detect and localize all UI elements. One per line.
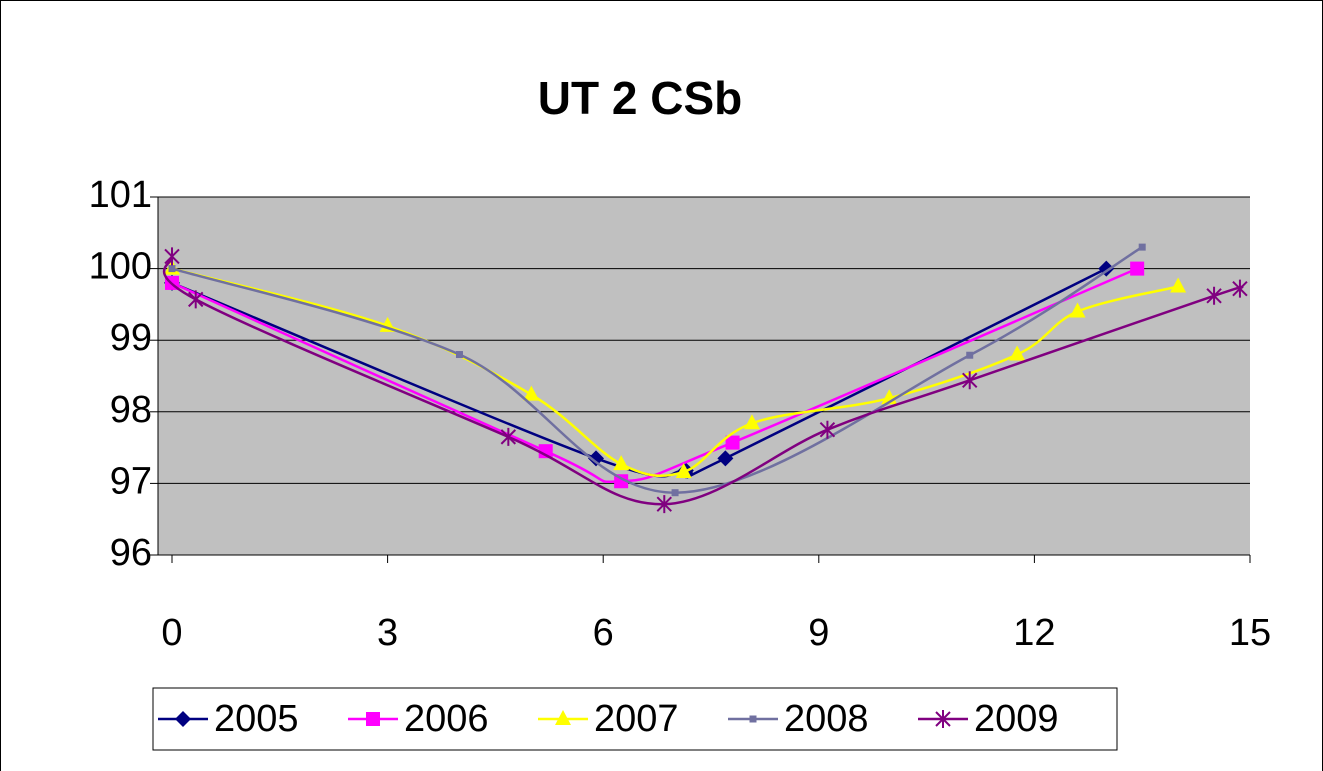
legend-marker bbox=[749, 715, 757, 723]
marker bbox=[1009, 345, 1026, 361]
marker bbox=[675, 462, 692, 478]
legend-label: 2007 bbox=[594, 698, 679, 740]
marker bbox=[725, 435, 740, 450]
marker bbox=[455, 351, 463, 359]
y-tick-label: 97 bbox=[110, 460, 152, 502]
y-tick-label: 98 bbox=[110, 389, 152, 431]
x-tick-label: 9 bbox=[808, 612, 829, 654]
plot-area bbox=[158, 197, 1250, 555]
marker bbox=[188, 290, 204, 309]
marker bbox=[588, 450, 605, 467]
legend-label: 2006 bbox=[404, 698, 489, 740]
x-tick-label: 0 bbox=[161, 612, 182, 654]
marker bbox=[613, 455, 630, 471]
legend-marker bbox=[366, 712, 380, 726]
y-tick-label: 100 bbox=[89, 246, 152, 288]
x-tick-label: 15 bbox=[1229, 612, 1271, 654]
marker bbox=[1170, 277, 1187, 293]
x-tick-label: 3 bbox=[377, 612, 398, 654]
marker bbox=[1138, 243, 1146, 251]
marker bbox=[717, 450, 734, 467]
x-tick-label: 6 bbox=[593, 612, 614, 654]
legend-marker bbox=[935, 710, 951, 728]
legend-marker bbox=[555, 710, 571, 725]
marker bbox=[671, 489, 679, 497]
marker bbox=[656, 495, 672, 514]
legend-marker bbox=[175, 711, 191, 727]
marker bbox=[500, 427, 517, 446]
chart-title: UT 2 CSb bbox=[538, 72, 742, 124]
marker bbox=[962, 371, 978, 390]
marker bbox=[819, 420, 836, 439]
marker bbox=[164, 247, 180, 266]
marker bbox=[1206, 286, 1222, 305]
legend-label: 2005 bbox=[214, 698, 299, 740]
series-line bbox=[162, 255, 1244, 506]
y-tick-label: 101 bbox=[89, 174, 152, 216]
marker bbox=[966, 351, 974, 359]
marker bbox=[743, 414, 760, 430]
marker bbox=[168, 265, 176, 273]
marker bbox=[1232, 279, 1248, 298]
marker bbox=[1069, 302, 1086, 318]
x-tick-label: 12 bbox=[1013, 612, 1055, 654]
y-tick-label: 99 bbox=[110, 317, 152, 359]
legend-label: 2009 bbox=[974, 698, 1059, 740]
marker bbox=[523, 385, 540, 401]
y-tick-label: 96 bbox=[110, 532, 152, 574]
legend-label: 2008 bbox=[784, 698, 869, 740]
marker bbox=[1130, 261, 1145, 276]
